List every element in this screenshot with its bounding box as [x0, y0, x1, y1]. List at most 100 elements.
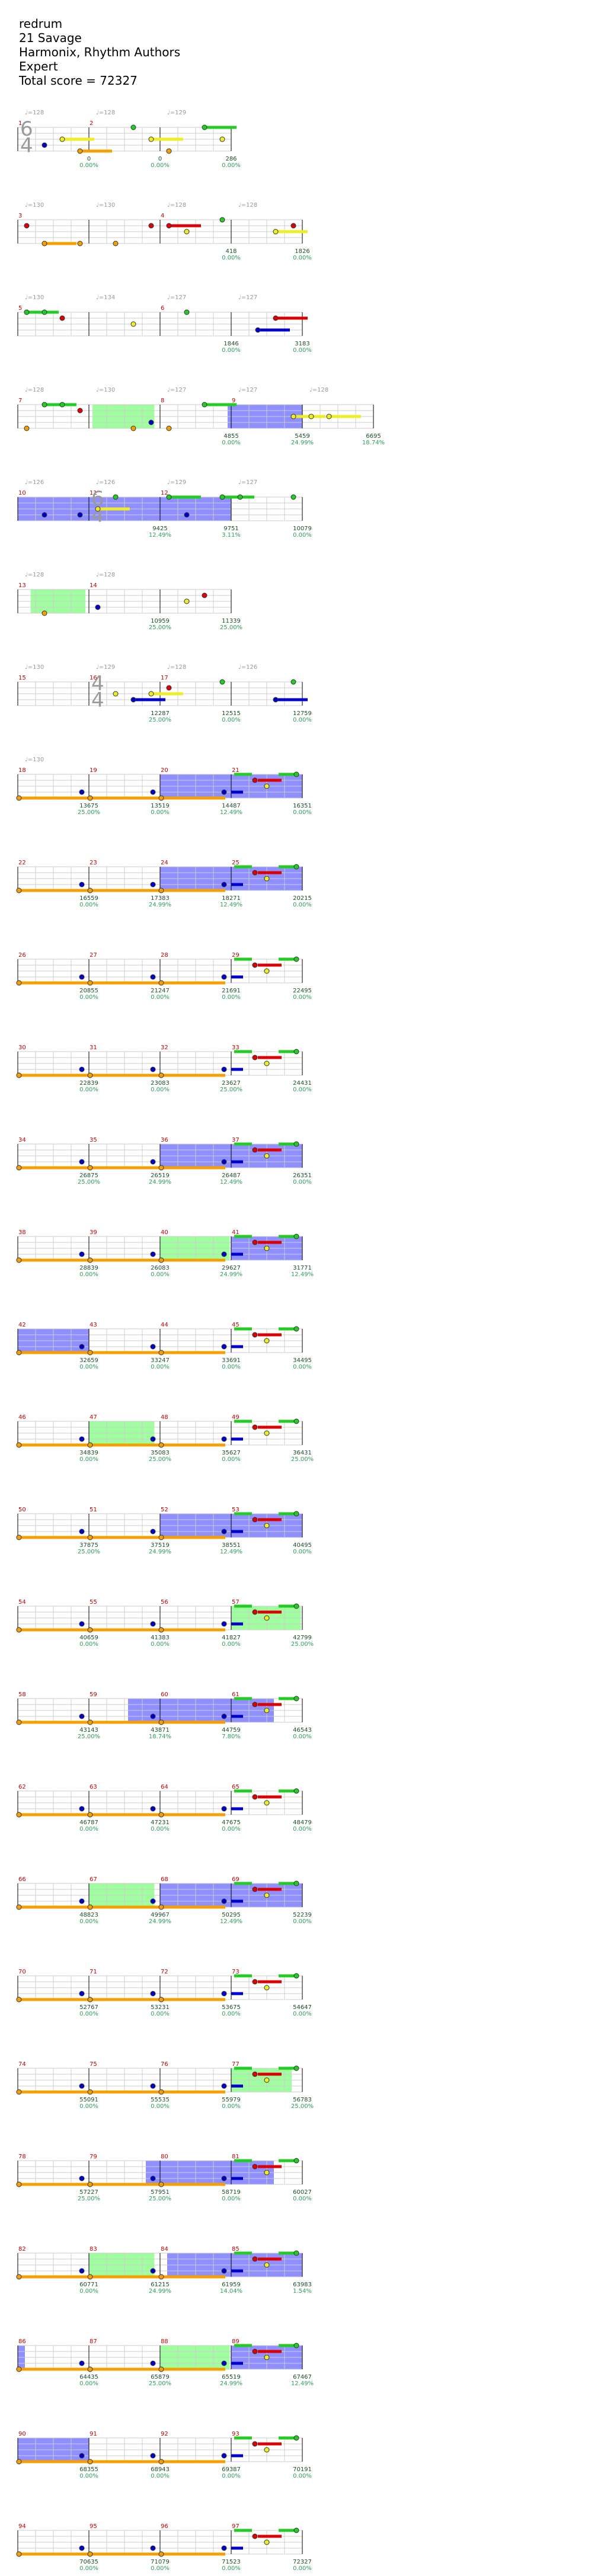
measure-score: 50295: [222, 1912, 241, 1918]
blue-note: [150, 1344, 156, 1350]
measure-sp-percent: 0.00%: [293, 902, 312, 908]
blue-note: [150, 2545, 156, 2551]
red-note: [252, 2256, 258, 2262]
note-gem: [219, 217, 225, 223]
orange-note: [87, 980, 93, 986]
orange-note: [16, 1257, 22, 1263]
yellow-note: [264, 2447, 270, 2453]
measure-sp-percent: 0.00%: [79, 2288, 98, 2295]
measure-number: 59: [90, 1691, 97, 1698]
measure-sp-percent: 0.00%: [79, 1641, 98, 1648]
blue-note: [150, 2175, 156, 2181]
measure-score: 48823: [79, 1912, 98, 1918]
blue-note: [221, 1529, 227, 1534]
measure-number: 80: [161, 2154, 168, 2160]
orange-note: [158, 887, 164, 893]
note-gem: [166, 685, 172, 691]
blue-note: [221, 2360, 227, 2366]
measure-score: 12515: [222, 710, 241, 717]
blue-note: [79, 1159, 85, 1165]
orange-note: [158, 2366, 164, 2372]
measure-score: 43871: [151, 1727, 170, 1734]
measure-number: 71: [90, 1969, 97, 1975]
measure-score: 34495: [293, 1357, 312, 1364]
measure-score: 65879: [151, 2374, 170, 2380]
measure-sp-percent: 0.00%: [293, 532, 312, 539]
measure-score: 57227: [79, 2189, 98, 2196]
measure-number: 21: [232, 767, 239, 774]
measure-number: 6: [161, 305, 164, 312]
note-gem: [184, 598, 190, 604]
orange-note: [87, 887, 93, 893]
note-gem: [166, 425, 172, 431]
measure-number: 70: [18, 1969, 26, 1975]
measure-number: 29: [232, 952, 239, 959]
measure-sp-percent: 12.49%: [220, 902, 242, 908]
blue-note: [150, 1713, 156, 1719]
measure-score: 0: [87, 156, 91, 162]
time-signature-top: 4: [91, 672, 104, 696]
blue-note: [221, 2083, 227, 2089]
red-note: [252, 1886, 258, 1892]
blue-note: [221, 1436, 227, 1442]
measure-number: 97: [232, 2523, 239, 2530]
note-gem: [202, 402, 207, 408]
measure-sp-percent: 0.00%: [293, 809, 312, 816]
yellow-note: [264, 1615, 270, 1621]
blue-note: [79, 789, 85, 795]
yellow-note: [264, 1430, 270, 1436]
measure-sp-percent: 0.00%: [293, 1734, 312, 1740]
orange-note: [158, 1904, 164, 1910]
time-signature-bottom: 4: [91, 688, 104, 712]
measure-sp-percent: 0.00%: [293, 2565, 312, 2572]
orange-note: [16, 1904, 22, 1910]
orange-note: [158, 1812, 164, 1818]
measure-number: 93: [232, 2431, 239, 2437]
red-note: [252, 2164, 258, 2170]
measure-sp-percent: 25.00%: [78, 809, 100, 816]
tempo-marker: ♩=130: [25, 294, 44, 301]
measure-number: 88: [161, 2338, 168, 2345]
measure-sp-percent: 0.00%: [79, 994, 98, 1001]
measure-number: 61: [232, 1691, 239, 1698]
note-gem: [59, 402, 65, 408]
measure-number: 37: [232, 1137, 239, 1143]
measure-score: 53675: [222, 2004, 241, 2011]
green-note: [293, 1049, 299, 1055]
yellow-note: [264, 2354, 270, 2360]
measure-sp-percent: 0.00%: [222, 1641, 241, 1648]
measure-number: 68: [161, 1876, 168, 1883]
orange-note: [87, 1165, 93, 1171]
measure-score: 46787: [79, 1819, 98, 1826]
orange-note: [87, 2459, 93, 2465]
measure-number: 67: [90, 1876, 97, 1883]
measure-sp-percent: 12.49%: [220, 1918, 242, 1925]
blue-note: [221, 882, 227, 887]
measure-score: 21691: [222, 988, 241, 994]
measure-number: 74: [18, 2061, 26, 2068]
measure-score: 34839: [79, 1450, 98, 1456]
measure-number: 1: [18, 120, 22, 127]
measure-sp-percent: 0.00%: [79, 1456, 98, 1463]
red-note: [252, 1332, 258, 1338]
measure-number: 53: [232, 1507, 239, 1513]
note-gem: [41, 142, 47, 148]
blue-note: [150, 2083, 156, 2089]
green-note: [293, 1880, 299, 1886]
tempo-marker: ♩=127: [167, 387, 186, 393]
tempo-marker: ♩=128: [309, 387, 328, 393]
measure-number: 81: [232, 2154, 239, 2160]
green-note: [293, 864, 299, 870]
yellow-note: [264, 2077, 270, 2083]
measure-number: 31: [90, 1045, 97, 1051]
yellow-note: [264, 1153, 270, 1159]
blue-note: [150, 789, 156, 795]
blue-note: [221, 1066, 227, 1072]
measure-score: 60771: [79, 2282, 98, 2288]
orange-note: [16, 1627, 22, 1633]
measure-score: 41383: [151, 1635, 170, 1641]
measure-sp-percent: 12.49%: [220, 809, 242, 816]
red-note: [252, 1055, 258, 1060]
measure-sp-percent: 0.00%: [293, 1918, 312, 1925]
measure-number: 32: [161, 1045, 168, 1051]
